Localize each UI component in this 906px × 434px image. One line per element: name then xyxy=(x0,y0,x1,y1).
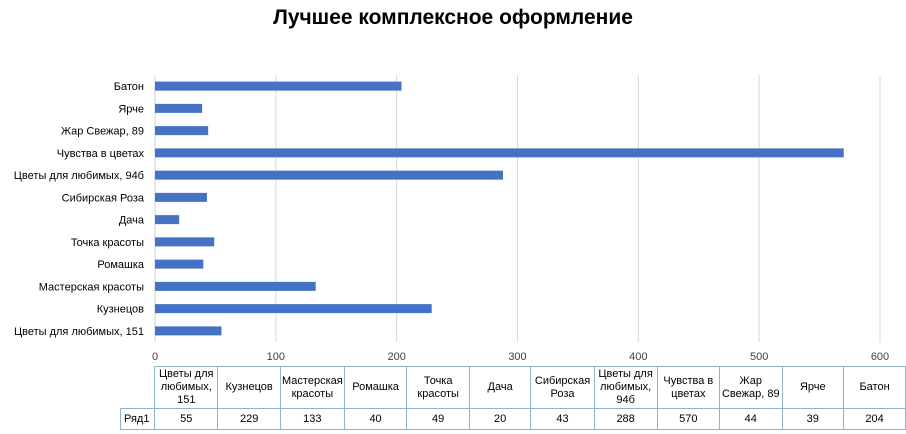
x-tick-labels: 0 100 200 300 400 500 600 xyxy=(152,351,889,363)
data-table-header-cell: Ярче xyxy=(781,366,845,409)
bar xyxy=(155,103,203,113)
x-tick-label: 600 xyxy=(871,351,889,363)
data-table-header-cell: Чувства в цветах xyxy=(656,366,721,409)
category-labels: Цветы для любимых, 151 Кузнецов Мастерская… xyxy=(14,81,145,338)
data-table-value-cell: 133 xyxy=(280,408,345,430)
data-table-header-cell: Цветы для любимых, 94б xyxy=(593,366,658,409)
data-table-header-cell: Ромашка xyxy=(343,366,408,409)
data-table-header-cell: Кузнецов xyxy=(217,366,282,409)
x-tick-label: 100 xyxy=(267,351,285,363)
bar xyxy=(155,326,222,336)
x-tick-label: 400 xyxy=(629,351,647,363)
data-table-corner xyxy=(120,366,156,409)
category-label: Ярче xyxy=(118,103,144,115)
data-table-series-name: Ряд1 xyxy=(119,408,156,430)
category-label: Цветы для любимых, 151 xyxy=(14,326,144,338)
x-tick-label: 500 xyxy=(750,351,768,363)
data-table-value-cell: 43 xyxy=(530,408,595,430)
data-table-header-cell: Дача xyxy=(468,366,532,409)
bar xyxy=(155,237,215,247)
bar xyxy=(155,259,204,269)
x-tick-label: 0 xyxy=(152,351,158,363)
data-table-value-cell: 49 xyxy=(406,408,470,430)
category-label: Жар Свежар, 89 xyxy=(61,126,144,138)
data-table-value-row: Ряд1 55 229 133 40 49 20 43 288 570 44 39 204 xyxy=(119,408,906,430)
data-table-value-cell: 39 xyxy=(781,408,845,430)
category-label: Чувства в цветах xyxy=(57,148,145,160)
bar xyxy=(155,281,316,291)
category-label: Ромашка xyxy=(97,259,145,271)
data-table-value-cell: 55 xyxy=(154,408,219,430)
category-label: Батон xyxy=(114,81,144,93)
bar xyxy=(155,215,180,225)
data-table-value-cell: 229 xyxy=(217,408,282,430)
data-table-value-cell: 204 xyxy=(843,408,906,430)
data-table-value-cell: 570 xyxy=(656,408,721,430)
category-label: Кузнецов xyxy=(97,304,144,316)
x-tick-label: 200 xyxy=(387,351,405,363)
data-table-header-cell: Мастерская красоты xyxy=(280,366,345,409)
data-table-value-cell: 44 xyxy=(719,408,783,430)
category-label: Цветы для любимых, 94б xyxy=(14,170,144,182)
bar xyxy=(155,304,432,314)
category-label: Мастерская красоты xyxy=(39,281,144,293)
data-table-header-row: Цветы для любимых, 151 Кузнецов Мастерская… xyxy=(120,366,906,409)
bar xyxy=(155,126,209,136)
data-table: Цветы для любимых, 151 Кузнецов Мастерская… xyxy=(119,366,906,430)
chart-title: Лучшее комплексное оформление xyxy=(273,6,633,29)
category-label: Точка красоты xyxy=(71,237,144,249)
bar xyxy=(155,170,503,180)
data-table-header-cell: Сибирская Роза xyxy=(530,366,595,409)
data-table-header-cell: Жар Свежар, 89 xyxy=(719,366,783,409)
bar xyxy=(155,148,844,158)
bar xyxy=(155,192,207,202)
data-table-header-cell: Точка красоты xyxy=(406,366,470,409)
x-tick-label: 300 xyxy=(508,351,526,363)
data-table-header-cell: Цветы для любимых, 151 xyxy=(154,366,219,409)
data-table-header-cell: Батон xyxy=(843,366,906,409)
gridlines xyxy=(275,75,881,342)
category-label: Сибирская Роза xyxy=(62,192,145,204)
data-table-value-cell: 20 xyxy=(468,408,532,430)
category-label: Дача xyxy=(119,215,145,227)
bars xyxy=(155,81,844,336)
data-table-value-cell: 288 xyxy=(593,408,658,430)
bar xyxy=(155,81,402,91)
data-table-value-cell: 40 xyxy=(343,408,408,430)
